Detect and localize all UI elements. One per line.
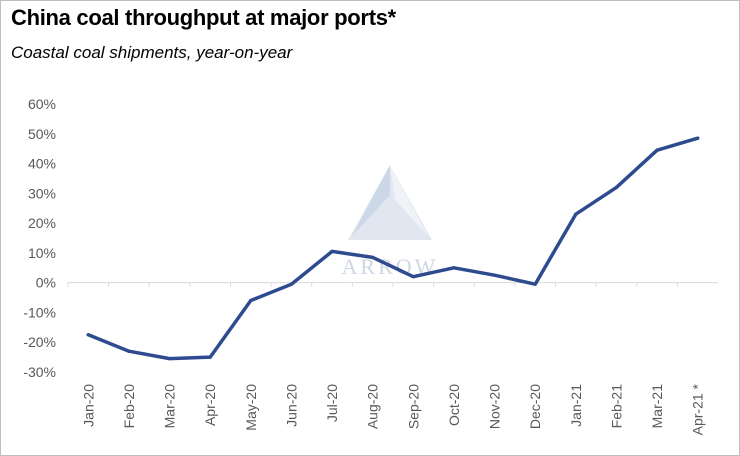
y-tick-label: 10% — [28, 245, 56, 261]
y-axis-ticks: -30% -20% -10% 0% 10% 20% 30% 40% 50% 60% — [23, 96, 56, 380]
data-point — [655, 148, 659, 152]
x-tick-label: Oct-20 — [446, 384, 462, 426]
chart-subtitle: Coastal coal shipments, year-on-year — [11, 43, 293, 62]
x-tick-label: Mar-20 — [162, 384, 178, 429]
y-tick-label: 50% — [28, 126, 56, 142]
x-tick-label: Jan-21 — [568, 384, 584, 427]
x-tick-label: Nov-20 — [487, 384, 503, 429]
x-tick-label: Sep-20 — [405, 384, 421, 429]
y-tick-label: 60% — [28, 96, 56, 112]
data-point — [696, 136, 700, 140]
y-tick-label: 40% — [28, 156, 56, 172]
x-tick-label: Aug-20 — [365, 384, 381, 429]
data-point — [127, 349, 131, 353]
data-point — [492, 273, 497, 277]
data-point — [371, 255, 375, 259]
data-point — [289, 282, 294, 286]
x-tick-label: Mar-21 — [649, 384, 665, 429]
x-tick-label: Jun-20 — [283, 384, 299, 427]
y-tick-label: -10% — [23, 304, 56, 320]
chart-title: China coal throughput at major ports* — [11, 5, 396, 30]
y-tick-label: 30% — [28, 185, 56, 201]
data-point — [614, 185, 619, 189]
x-axis-ticks: Jan-20 Feb-20 Mar-20 Apr-20 May-20 Jun-20 Jul-… — [67, 282, 706, 435]
x-tick-label: Dec-20 — [527, 384, 543, 429]
data-point — [533, 282, 537, 286]
data-point — [411, 275, 415, 279]
data-point — [574, 212, 578, 216]
series-points — [86, 136, 700, 361]
x-tick-label: Jul-20 — [324, 384, 340, 422]
x-tick-label: Apr-21 * — [690, 383, 706, 435]
series-line — [86, 136, 700, 361]
x-tick-label: Feb-20 — [121, 384, 137, 429]
data-point — [208, 355, 212, 359]
y-tick-label: -20% — [23, 334, 56, 350]
data-point — [330, 249, 334, 253]
data-point — [167, 357, 172, 361]
x-tick-label: May-20 — [243, 384, 259, 431]
x-tick-label: Feb-21 — [608, 384, 624, 429]
y-tick-label: 20% — [28, 215, 56, 231]
y-tick-label: 0% — [36, 275, 56, 291]
data-point — [452, 266, 456, 270]
data-point — [86, 333, 90, 337]
data-point — [249, 298, 253, 303]
y-tick-label: -30% — [23, 364, 56, 380]
watermark-logo: ARROW — [342, 165, 435, 279]
x-tick-label: Jan-20 — [80, 384, 96, 427]
x-tick-label: Apr-20 — [202, 384, 218, 426]
